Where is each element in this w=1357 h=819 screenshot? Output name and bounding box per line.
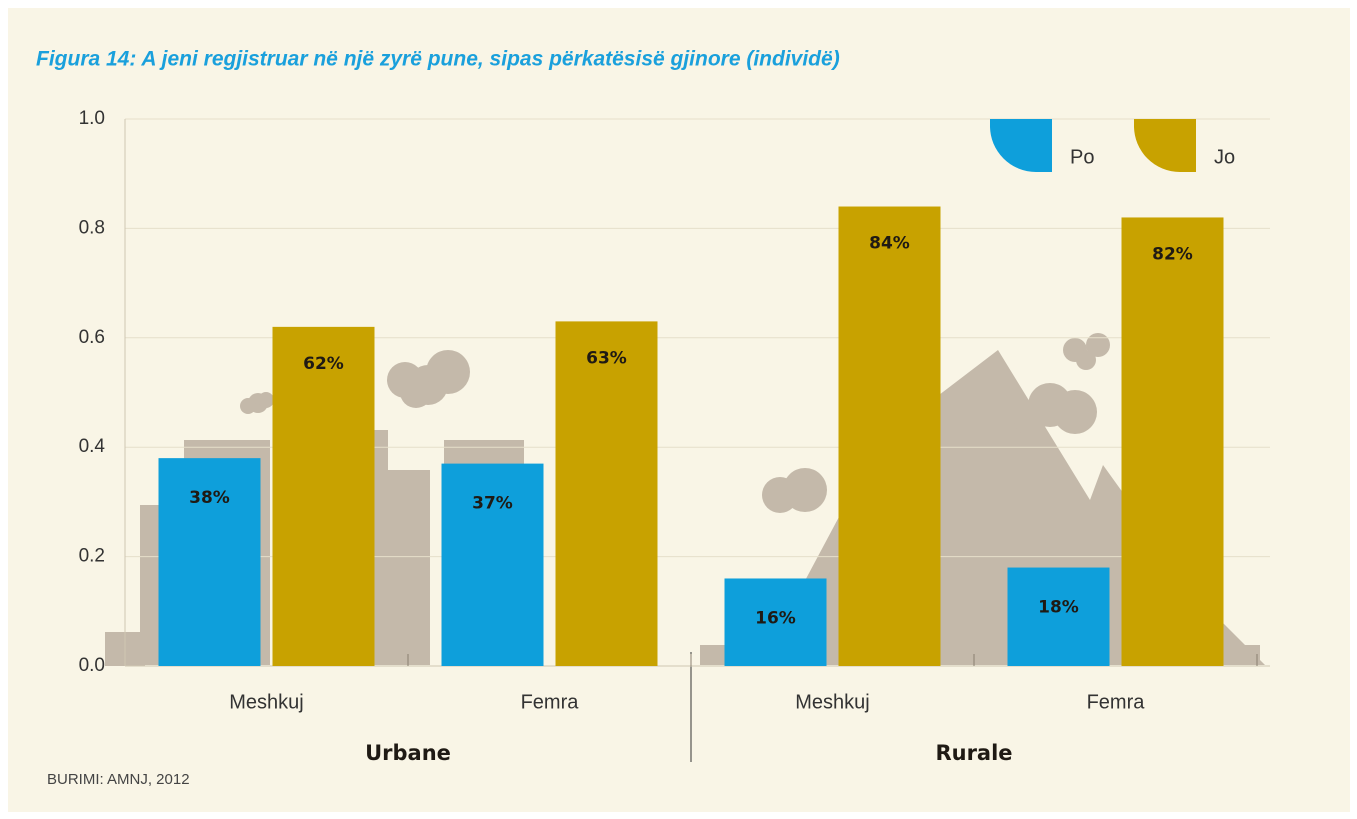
x-tick-label: Meshkuj bbox=[795, 691, 869, 713]
y-tick-label: 0.4 bbox=[79, 436, 106, 457]
bar bbox=[158, 458, 261, 666]
value-label: 18% bbox=[1038, 598, 1079, 618]
legend-swatch bbox=[990, 119, 1052, 172]
bar bbox=[555, 321, 658, 666]
bar bbox=[1121, 217, 1224, 666]
group-label: Urbane bbox=[365, 741, 451, 765]
chart-title: Figura 14: A jeni regjistruar në një zyr… bbox=[36, 48, 840, 71]
bar bbox=[441, 463, 544, 666]
legend-swatch bbox=[1134, 119, 1196, 172]
value-label: 82% bbox=[1152, 244, 1193, 264]
legend-label: Po bbox=[1070, 146, 1094, 168]
y-tick-label: 0.0 bbox=[79, 655, 105, 676]
x-tick-label: Meshkuj bbox=[229, 691, 303, 713]
value-label: 63% bbox=[586, 348, 627, 368]
bar bbox=[272, 326, 375, 666]
source-note: BURIMI: AMNJ, 2012 bbox=[47, 771, 190, 788]
value-label: 16% bbox=[755, 608, 796, 628]
bar bbox=[1007, 567, 1110, 666]
y-tick-label: 1.0 bbox=[79, 108, 105, 129]
y-tick-label: 0.2 bbox=[79, 546, 105, 567]
value-label: 84% bbox=[869, 234, 910, 254]
x-tick-label: Femra bbox=[521, 691, 580, 713]
bar bbox=[724, 578, 827, 666]
legend-label: Jo bbox=[1214, 146, 1235, 168]
x-tick-label: Femra bbox=[1087, 691, 1146, 713]
group-label: Rurale bbox=[935, 741, 1012, 765]
bar bbox=[838, 206, 941, 666]
value-label: 62% bbox=[303, 354, 344, 374]
value-label: 37% bbox=[472, 494, 513, 514]
y-tick-label: 0.8 bbox=[79, 217, 105, 238]
y-tick-label: 0.6 bbox=[79, 327, 105, 348]
value-label: 38% bbox=[189, 488, 230, 508]
